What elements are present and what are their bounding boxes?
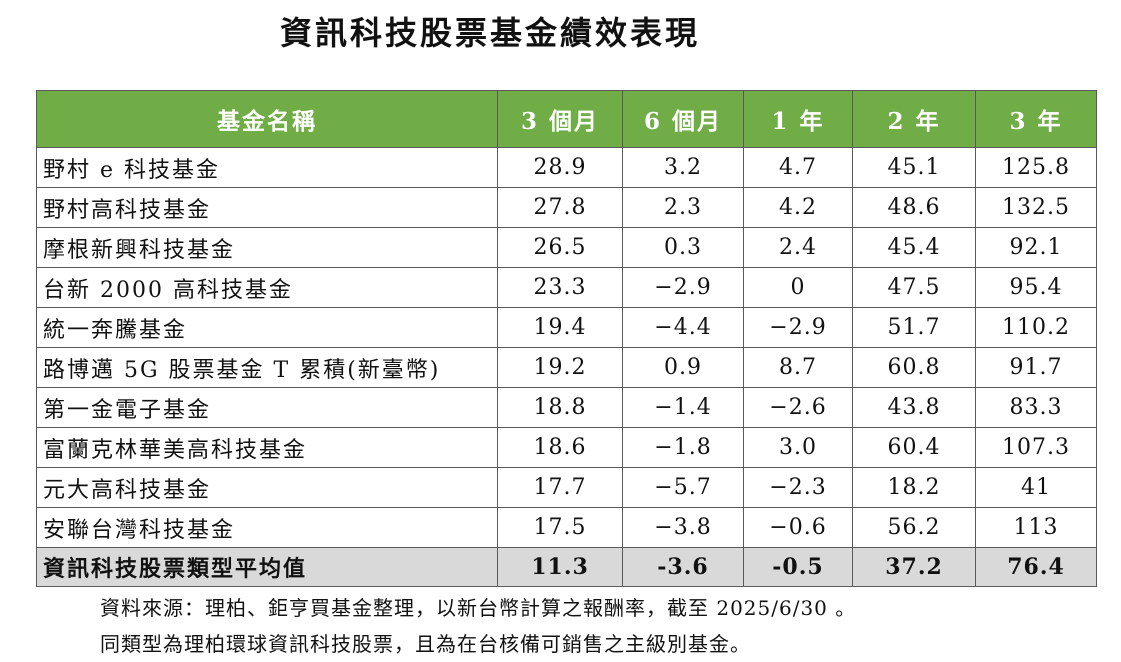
return-6m-cell: 3.2	[622, 147, 744, 188]
return-3m-cell: 17.7	[497, 467, 623, 508]
column-header-3-months: 3 個月	[497, 90, 623, 148]
footnotes: 資料來源：理柏、鉅亨買基金整理，以新台幣計算之報酬率，截至 2025/6/30 …	[100, 590, 856, 662]
column-header-6-months: 6 個月	[622, 90, 744, 148]
return-2y-cell: 60.4	[852, 427, 976, 468]
table-row: 第一金電子基金 18.8 −1.4 −2.6 43.8 83.3	[36, 387, 1097, 428]
table-row: 元大高科技基金 17.7 −5.7 −2.3 18.2 41	[36, 467, 1097, 508]
return-6m-cell: −1.8	[622, 427, 744, 468]
return-1y-cell: −2.9	[743, 307, 853, 348]
column-header-2-years: 2 年	[852, 90, 976, 148]
return-3m-cell: 18.8	[497, 387, 623, 428]
return-1y-cell: -0.5	[743, 547, 853, 587]
return-3y-cell: 92.1	[975, 227, 1097, 268]
return-1y-cell: −2.3	[743, 467, 853, 508]
column-header-3-years: 3 年	[975, 90, 1097, 148]
average-row: 資訊科技股票類型平均值 11.3 -3.6 -0.5 37.2 76.4	[36, 547, 1097, 587]
return-3m-cell: 17.5	[497, 507, 623, 548]
page-title: 資訊科技股票基金績效表現	[279, 14, 700, 52]
return-2y-cell: 51.7	[852, 307, 976, 348]
table-row: 台新 2000 高科技基金 23.3 −2.9 0 47.5 95.4	[36, 267, 1097, 308]
return-2y-cell: 45.1	[852, 147, 976, 188]
fund-name-cell: 安聯台灣科技基金	[36, 507, 498, 548]
table-row: 路博邁 5G 股票基金 T 累積(新臺幣) 19.2 0.9 8.7 60.8 91.7	[36, 347, 1097, 388]
fund-name-cell: 摩根新興科技基金	[36, 227, 498, 268]
table-row: 統一奔騰基金 19.4 −4.4 −2.9 51.7 110.2	[36, 307, 1097, 348]
table-row: 摩根新興科技基金 26.5 0.3 2.4 45.4 92.1	[36, 227, 1097, 268]
return-3m-cell: 26.5	[497, 227, 623, 268]
table-row: 野村 e 科技基金 28.9 3.2 4.7 45.1 125.8	[36, 147, 1097, 188]
return-6m-cell: 2.3	[622, 187, 744, 228]
return-3y-cell: 95.4	[975, 267, 1097, 308]
return-3y-cell: 113	[975, 507, 1097, 548]
return-1y-cell: −0.6	[743, 507, 853, 548]
table-row: 野村高科技基金 27.8 2.3 4.2 48.6 132.5	[36, 187, 1097, 228]
return-6m-cell: −1.4	[622, 387, 744, 428]
return-1y-cell: 3.0	[743, 427, 853, 468]
return-2y-cell: 47.5	[852, 267, 976, 308]
return-6m-cell: -3.6	[622, 547, 744, 587]
return-3y-cell: 125.8	[975, 147, 1097, 188]
return-3m-cell: 23.3	[497, 267, 623, 308]
return-1y-cell: 4.2	[743, 187, 853, 228]
return-1y-cell: 4.7	[743, 147, 853, 188]
footnote-category: 同類型為理柏環球資訊科技股票，且為在台核備可銷售之主級別基金。	[100, 632, 751, 656]
return-3y-cell: 91.7	[975, 347, 1097, 388]
return-3m-cell: 19.2	[497, 347, 623, 388]
fund-name-cell: 元大高科技基金	[36, 467, 498, 508]
return-1y-cell: −2.6	[743, 387, 853, 428]
return-3m-cell: 18.6	[497, 427, 623, 468]
return-2y-cell: 18.2	[852, 467, 976, 508]
return-3y-cell: 41	[975, 467, 1097, 508]
return-6m-cell: 0.9	[622, 347, 744, 388]
fund-name-cell: 野村高科技基金	[36, 187, 498, 228]
return-3m-cell: 19.4	[497, 307, 623, 348]
return-2y-cell: 48.6	[852, 187, 976, 228]
return-6m-cell: −3.8	[622, 507, 744, 548]
return-6m-cell: −2.9	[622, 267, 744, 308]
return-3m-cell: 11.3	[497, 547, 623, 587]
return-3y-cell: 76.4	[975, 547, 1097, 587]
column-header-1-year: 1 年	[743, 90, 853, 148]
return-3m-cell: 28.9	[497, 147, 623, 188]
fund-name-cell: 富蘭克林華美高科技基金	[36, 427, 498, 468]
return-3y-cell: 132.5	[975, 187, 1097, 228]
return-2y-cell: 37.2	[852, 547, 976, 587]
table-row: 富蘭克林華美高科技基金 18.6 −1.8 3.0 60.4 107.3	[36, 427, 1097, 468]
return-3y-cell: 107.3	[975, 427, 1097, 468]
return-6m-cell: 0.3	[622, 227, 744, 268]
return-1y-cell: 2.4	[743, 227, 853, 268]
table-header-row: 基金名稱 3 個月 6 個月 1 年 2 年 3 年	[36, 90, 1097, 148]
return-6m-cell: −4.4	[622, 307, 744, 348]
fund-name-cell: 統一奔騰基金	[36, 307, 498, 348]
fund-name-cell: 資訊科技股票類型平均值	[36, 547, 498, 587]
fund-performance-table: 基金名稱 3 個月 6 個月 1 年 2 年 3 年 野村 e 科技基金 28.9…	[36, 90, 1097, 587]
return-1y-cell: 8.7	[743, 347, 853, 388]
return-2y-cell: 45.4	[852, 227, 976, 268]
return-3y-cell: 110.2	[975, 307, 1097, 348]
return-3y-cell: 83.3	[975, 387, 1097, 428]
return-1y-cell: 0	[743, 267, 853, 308]
footnote-source: 資料來源：理柏、鉅亨買基金整理，以新台幣計算之報酬率，截至 2025/6/30 …	[100, 596, 857, 620]
return-2y-cell: 43.8	[852, 387, 976, 428]
return-6m-cell: −5.7	[622, 467, 744, 508]
return-2y-cell: 56.2	[852, 507, 976, 548]
fund-name-cell: 野村 e 科技基金	[36, 147, 498, 188]
table-row: 安聯台灣科技基金 17.5 −3.8 −0.6 56.2 113	[36, 507, 1097, 548]
fund-name-cell: 路博邁 5G 股票基金 T 累積(新臺幣)	[36, 347, 498, 388]
column-header-fund-name: 基金名稱	[36, 90, 498, 148]
return-2y-cell: 60.8	[852, 347, 976, 388]
fund-name-cell: 第一金電子基金	[36, 387, 498, 428]
return-3m-cell: 27.8	[497, 187, 623, 228]
fund-name-cell: 台新 2000 高科技基金	[36, 267, 498, 308]
